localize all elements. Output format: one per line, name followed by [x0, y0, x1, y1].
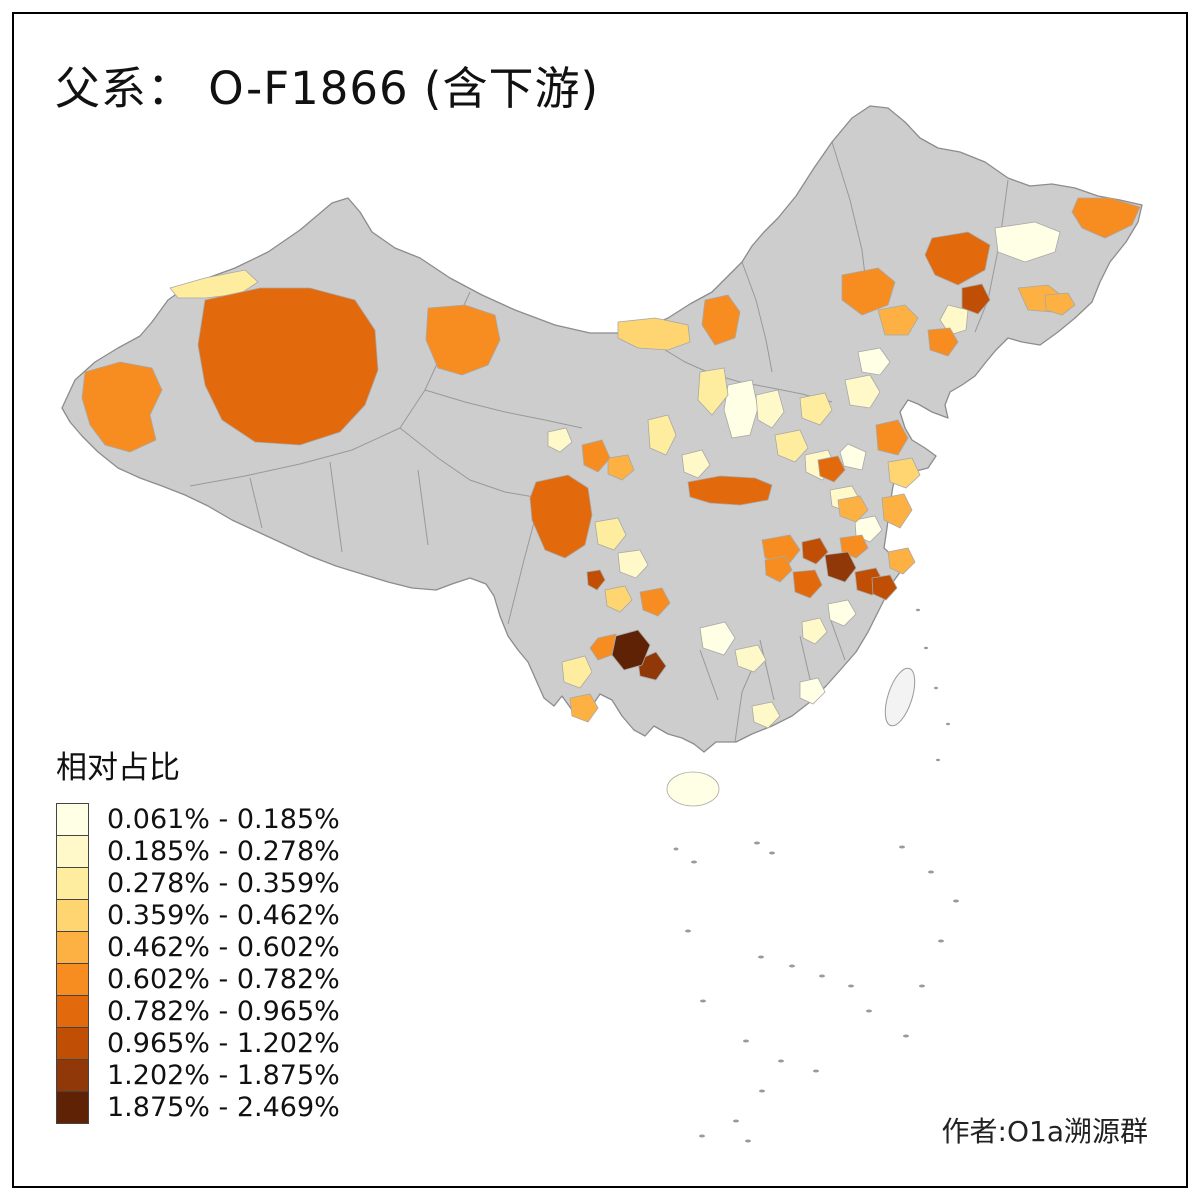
legend-label: 0.278% - 0.359%: [107, 868, 340, 899]
legend-items: 0.061% - 0.185% 0.185% - 0.278% 0.278% - 0…: [56, 803, 340, 1124]
legend-swatch: [56, 867, 89, 900]
legend-swatch: [56, 1059, 89, 1092]
legend-label: 0.965% - 1.202%: [107, 1028, 340, 1059]
legend-item: 0.061% - 0.185%: [56, 803, 340, 836]
legend-item: 0.782% - 0.965%: [56, 995, 340, 1028]
legend-swatch: [56, 1027, 89, 1060]
legend-label: 0.061% - 0.185%: [107, 804, 340, 835]
legend-label: 1.202% - 1.875%: [107, 1060, 340, 1091]
legend-label: 0.359% - 0.462%: [107, 900, 340, 931]
legend-item: 0.602% - 0.782%: [56, 963, 340, 996]
hainan-island: [666, 771, 720, 807]
legend-item: 0.278% - 0.359%: [56, 867, 340, 900]
legend-title: 相对占比: [56, 750, 180, 786]
south-china-sea-islands: [673, 608, 959, 1143]
taiwan-island: [884, 667, 916, 727]
legend-item: 1.202% - 1.875%: [56, 1059, 340, 1092]
legend-swatch: [56, 963, 89, 996]
legend-label: 1.875% - 2.469%: [107, 1092, 340, 1123]
legend-swatch: [56, 931, 89, 964]
legend-swatch: [56, 835, 89, 868]
author-credit: 作者:O1a溯源群: [941, 1115, 1148, 1148]
map-title: 父系： O-F1866 (含下游): [55, 62, 600, 115]
legend-item: 0.185% - 0.278%: [56, 835, 340, 868]
legend-label: 0.462% - 0.602%: [107, 932, 340, 963]
legend-label: 0.185% - 0.278%: [107, 836, 340, 867]
legend-item: 0.359% - 0.462%: [56, 899, 340, 932]
legend-swatch: [56, 1091, 89, 1124]
legend-item: 1.875% - 2.469%: [56, 1091, 340, 1124]
legend-label: 0.782% - 0.965%: [107, 996, 340, 1027]
legend-swatch: [56, 803, 89, 836]
legend: 相对占比 0.061% - 0.185% 0.185% - 0.278% 0.278…: [56, 742, 340, 1124]
legend-item: 0.462% - 0.602%: [56, 931, 340, 964]
legend-label: 0.602% - 0.782%: [107, 964, 340, 995]
legend-item: 0.965% - 1.202%: [56, 1027, 340, 1060]
choropleth-patches: [81, 197, 1141, 807]
legend-swatch: [56, 995, 89, 1028]
legend-swatch: [56, 899, 89, 932]
